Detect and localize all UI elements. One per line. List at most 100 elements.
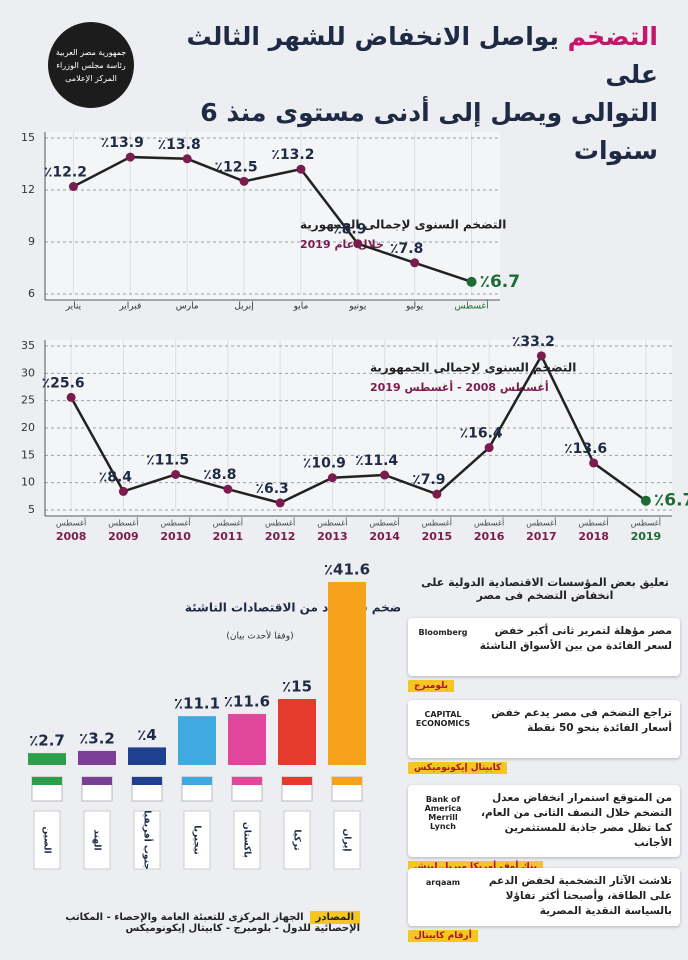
- title-highlight: التضخم: [567, 22, 658, 51]
- flag-band: [332, 777, 362, 785]
- value-label: ٪11.5: [146, 452, 189, 468]
- y-tick-label: 5: [28, 503, 35, 516]
- value-label: ٪11.1: [174, 695, 220, 713]
- value-label: ٪13.6: [564, 441, 607, 457]
- comment: مصر مؤهلة لتمرير ثانى أكبر خفض لسعر الفا…: [408, 618, 680, 692]
- chart-title: التضخم السنوى لإجمالى الجمهورية: [370, 361, 576, 376]
- bar: [328, 582, 366, 765]
- y-tick-label: 9: [28, 235, 35, 248]
- y-tick-label: 35: [21, 339, 35, 352]
- name-box: [33, 810, 61, 870]
- flag-band: [32, 777, 62, 785]
- comment-logo: Bloomberg: [418, 628, 468, 637]
- logo-text: جمهورية مصر العربية: [55, 47, 127, 57]
- category-label: الصين: [42, 826, 52, 853]
- point: [118, 486, 128, 496]
- value-label: ٪11.6: [224, 692, 270, 710]
- flag-band: [132, 777, 162, 785]
- point: [223, 484, 233, 494]
- y-tick-label: 20: [21, 421, 35, 434]
- value-label: ٪6.3: [255, 481, 288, 497]
- x-tick-label: فبراير: [118, 302, 141, 312]
- category-label: جنوب أفريقيا: [142, 810, 154, 869]
- bar: [78, 750, 116, 765]
- x-tick-label: 2019: [631, 530, 662, 543]
- point: [296, 164, 306, 174]
- x-tick-label: 2016: [474, 530, 505, 543]
- x-tick-month: أغسطس: [56, 518, 86, 528]
- x-tick-month: أغسطس: [631, 518, 661, 528]
- comment-text: تلاشت الآثار التضخمية لخفض الدعم على الط…: [408, 868, 680, 926]
- bar: [178, 716, 216, 765]
- value-label: ٪4: [137, 726, 157, 744]
- sources-label: المصادر: [309, 911, 360, 924]
- title-line: التضخم يواصل الانخفاض للشهر الثالث على: [138, 18, 658, 94]
- flag-band: [82, 777, 112, 785]
- point: [125, 152, 135, 162]
- value-label: ٪7.8: [390, 241, 423, 257]
- x-tick-label: 2010: [160, 530, 191, 543]
- point: [432, 489, 442, 499]
- x-tick-label: مارس: [176, 302, 199, 312]
- name-box: [133, 810, 161, 870]
- flag-band: [232, 777, 262, 785]
- point: [536, 351, 546, 361]
- title: التضخم يواصل الانخفاض للشهر الثالث على ا…: [138, 18, 658, 170]
- x-tick-month: أغسطس: [265, 518, 295, 528]
- x-tick-label: 2008: [56, 530, 87, 543]
- x-tick-label: أغسطس: [455, 300, 489, 312]
- category-label: نيجيريا: [192, 825, 202, 855]
- x-tick-label: 2012: [265, 530, 296, 543]
- y-tick-label: 30: [21, 366, 35, 379]
- category-label: باكستان: [242, 822, 252, 858]
- point: [380, 470, 390, 480]
- value-label: ٪11.4: [355, 453, 398, 469]
- y-tick-label: 15: [21, 131, 35, 144]
- category-label: الهند: [92, 829, 102, 850]
- name-box: [333, 810, 361, 870]
- x-tick-month: أغسطس: [578, 518, 608, 528]
- x-tick-label: مايو: [293, 302, 309, 312]
- comment-text: من المتوقع استمرار انخفاض معدل التضخم خل…: [408, 785, 680, 857]
- bar: [128, 747, 166, 765]
- line: [70, 353, 647, 505]
- chart-title: التضخم فى عدد من الاقتصادات الناشئة: [185, 601, 400, 615]
- point: [66, 392, 76, 402]
- name-box: [233, 810, 261, 870]
- x-tick-month: أغسطس: [213, 518, 243, 528]
- x-tick-month: أغسطس: [317, 518, 347, 528]
- chart-countries: التضخم فى عدد من الاقتصادات الناشئة (وفقا…: [28, 561, 400, 870]
- y-tick-label: 10: [21, 476, 35, 489]
- point: [410, 258, 420, 268]
- comment-source: بلومبرج: [408, 680, 455, 692]
- point: [640, 495, 651, 506]
- x-tick-month: أغسطس: [422, 518, 452, 528]
- point: [589, 458, 599, 468]
- point: [182, 154, 192, 164]
- bar: [28, 753, 66, 765]
- x-tick-label: 2018: [578, 530, 609, 543]
- value-label: ٪13.8: [158, 137, 201, 153]
- x-tick-label: إبريل: [234, 302, 253, 312]
- title-line: التوالى ويصل إلى أدنى مستوى منذ 6 سنوات: [200, 98, 658, 165]
- point: [275, 498, 285, 508]
- comment-source: كابيتال إيكونوميكس: [408, 762, 508, 774]
- flag-band: [282, 777, 312, 785]
- comment-text: تراجع التضخم فى مصر يدعم خفض أسعار الفائ…: [408, 700, 680, 758]
- plot-background: [45, 132, 500, 300]
- value-label: ٪10.9: [303, 456, 346, 472]
- y-tick-label: 25: [21, 394, 35, 407]
- name-box: [83, 810, 111, 870]
- x-tick-label: يوليو: [405, 302, 424, 312]
- chart-title: التضخم السنوى لإجمالى الجمهورية: [300, 218, 506, 233]
- logo-text: رئاسة مجلس الوزراء: [56, 60, 126, 70]
- category-label: تركيا: [292, 829, 302, 850]
- chart-monthly: 6 9 12 15 التضخم السنوى لإجمالى الجمهورية خلا…: [21, 131, 520, 312]
- x-tick-month: أغسطس: [526, 518, 556, 528]
- x-tick-label: 2015: [422, 530, 453, 543]
- comment-text: مصر مؤهلة لتمرير ثانى أكبر خفض لسعر الفا…: [408, 618, 680, 676]
- x-tick-label: 2011: [213, 530, 244, 543]
- value-label: ٪12.5: [215, 159, 258, 175]
- logo: جمهورية مصر العربية رئاسة مجلس الوزراء ا…: [48, 22, 134, 108]
